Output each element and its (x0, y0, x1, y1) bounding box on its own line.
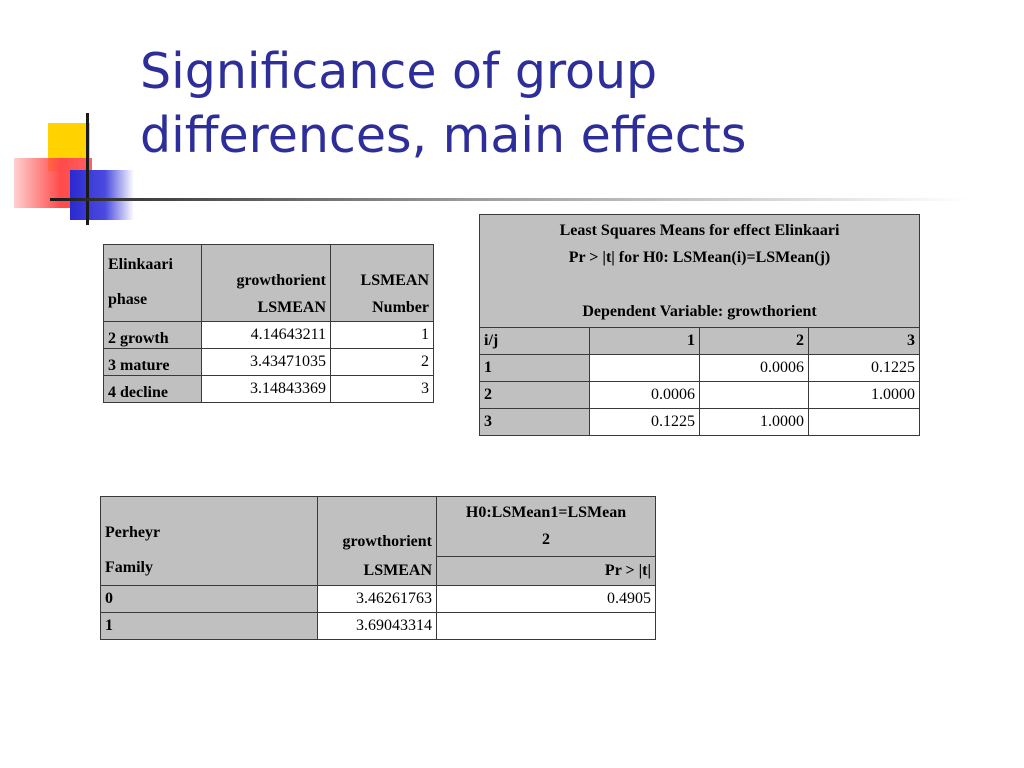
title-divider-line (50, 198, 970, 201)
row-label: 2 (479, 381, 590, 409)
caption-line2: Pr > |t| for H0: LSMean(i)=LSMean(j) (568, 249, 831, 266)
table-row: 1 0.0006 0.1225 (479, 354, 920, 382)
family-lsmean-table: Perheyr Family growthorient LSMEAN H0:LS… (100, 496, 656, 640)
growthorient-lsmean-header: growthorient LSMEAN (317, 496, 437, 586)
pvalue-cell (808, 408, 920, 436)
h0-header-line2: 2 (542, 531, 550, 549)
decorative-vertical-line (86, 113, 89, 225)
lsmean-value: 4.14643211 (201, 321, 331, 349)
growthorient-header-line1: growthorient (236, 272, 326, 289)
family-header-line1: Perheyr (105, 524, 161, 541)
table-row: 3 0.1225 1.0000 (479, 408, 920, 436)
pvalue-cell: 0.0006 (699, 354, 809, 382)
caption-line3: Dependent Variable: growthorient (582, 303, 817, 320)
h0-hypothesis-header: H0:LSMean1=LSMean 2 (436, 496, 656, 557)
table-row: 0 3.46261763 0.4905 (100, 585, 656, 613)
col-header-3: 3 (808, 327, 920, 355)
table-header-row: Perheyr Family growthorient LSMEAN H0:LS… (100, 496, 656, 586)
pvalue-cell: 0.0006 (589, 381, 700, 409)
slide-title-line2: differences, main effects (140, 107, 747, 164)
row-label: 3 mature (103, 348, 202, 376)
family-header-line2: Family (105, 559, 153, 576)
pvalue-cell (589, 354, 700, 382)
table-row: 4 decline 3.14843369 3 (103, 375, 434, 403)
lsmean-value: 3.14843369 (201, 375, 331, 403)
row-label: 1 (100, 612, 318, 640)
growthorient-lsmean-header: growthorient LSMEAN (201, 244, 331, 322)
table-caption-row: Least Squares Means for effect Elinkaari… (479, 214, 920, 328)
col-header-2: 2 (699, 327, 809, 355)
growthorient-header-line2: LSMEAN (363, 562, 432, 579)
table-header-row: i/j 1 2 3 (479, 327, 920, 355)
table-row: 2 growth 4.14643211 1 (103, 321, 434, 349)
row-label: 2 growth (103, 321, 202, 349)
lsmean-value: 3.46261763 (317, 585, 437, 613)
table-header-row: Elinkaari phase growthorient LSMEAN LSME… (103, 244, 434, 322)
table-row: 1 3.69043314 (100, 612, 656, 640)
pvalue-cell: 0.4905 (436, 585, 656, 613)
lsmean-number-header: LSMEAN Number (330, 244, 434, 322)
growthorient-header-line1: growthorient (342, 533, 432, 550)
pairwise-pvalue-table: Least Squares Means for effect Elinkaari… (479, 214, 920, 436)
pr-t-header: Pr > |t| (436, 555, 656, 587)
row-label: 0 (100, 585, 318, 613)
pvalue-cell (699, 381, 809, 409)
pvalue-cell: 0.1225 (589, 408, 700, 436)
phase-header-line2: phase (108, 291, 148, 308)
pvalue-cell: 1.0000 (808, 381, 920, 409)
family-column-header: Perheyr Family (100, 496, 318, 586)
ij-header: i/j (479, 327, 590, 355)
pvalue-cell: 1.0000 (699, 408, 809, 436)
table-row: 3 mature 3.43471035 2 (103, 348, 434, 376)
lsmean-number-header-line1: LSMEAN (360, 272, 429, 289)
table-caption: Least Squares Means for effect Elinkaari… (479, 214, 920, 328)
row-label: 3 (479, 408, 590, 436)
table-subheader-row: Pr > |t| (101, 555, 656, 587)
lsmean-number: 1 (330, 321, 434, 349)
lsmean-number-header-line2: Number (372, 299, 429, 316)
row-label: 4 decline (103, 375, 202, 403)
phase-column-header: Elinkaari phase (103, 244, 202, 322)
phase-header-line1: Elinkaari (108, 256, 173, 273)
table-row: 2 0.0006 1.0000 (479, 381, 920, 409)
lsmean-number: 3 (330, 375, 434, 403)
col-header-1: 1 (589, 327, 700, 355)
pvalue-cell (436, 612, 656, 640)
h0-header-line1: H0:LSMean1=LSMean (465, 504, 627, 522)
pvalue-cell: 0.1225 (808, 354, 920, 382)
slide-title-line1: Significance of group (140, 43, 658, 100)
lsmean-number: 2 (330, 348, 434, 376)
lsmean-value: 3.43471035 (201, 348, 331, 376)
phase-lsmean-table: Elinkaari phase growthorient LSMEAN LSME… (103, 244, 434, 403)
row-label: 1 (479, 354, 590, 382)
decorative-blue-square (70, 170, 134, 220)
slide-title: Significance of group differences, main … (140, 40, 980, 168)
caption-line1: Least Squares Means for effect Elinkaari (559, 222, 840, 239)
lsmean-value: 3.69043314 (317, 612, 437, 640)
growthorient-header-line2: LSMEAN (257, 299, 326, 316)
